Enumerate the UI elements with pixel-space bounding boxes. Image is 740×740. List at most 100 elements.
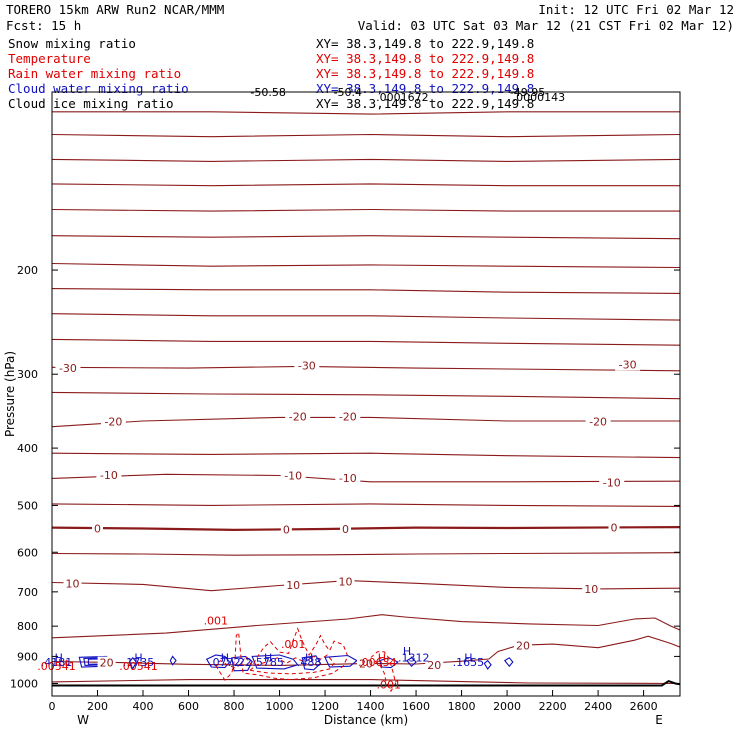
x-tick-label: 2600: [630, 700, 658, 713]
value-label: .4181: [41, 656, 73, 669]
fcst-line: Fcst: 15 h: [6, 18, 81, 33]
isotherm-label-bg: [55, 362, 81, 375]
isotherm-label: 0: [283, 523, 290, 536]
rain-contour: [369, 651, 397, 693]
cloud-water-contour: [503, 657, 514, 668]
legend-label: Snow mixing ratio: [8, 36, 136, 51]
isotherm-line: [52, 133, 680, 138]
value-label: .001: [377, 679, 402, 692]
plot-marks: [52, 111, 680, 693]
contour-labels: -30 -30 -30 -20 -20 -20 -20 -10 -10 -10 -10 0 0 0 0 10 1…: [37, 86, 641, 692]
value-label: .00634: [358, 656, 397, 669]
isotherm-label-bg: [336, 575, 355, 588]
isotherm-label: 10: [286, 579, 300, 592]
value-label: .488: [297, 656, 322, 669]
isotherm-label: -20: [104, 416, 122, 429]
legend-label: Cloud water mixing ratio: [8, 81, 189, 96]
y-tick-label: 900: [17, 650, 38, 663]
legend-xy: XY= 38.3,149.8 to 222.9,149.8: [316, 36, 534, 51]
isotherm-line: [52, 503, 680, 507]
isotherm-line: [52, 288, 680, 294]
isotherm-line: [52, 416, 680, 428]
isotherm-label: -10: [339, 472, 357, 485]
isotherm-label-bg: [294, 359, 320, 372]
extremum-marker: H: [55, 651, 63, 664]
cloud-water-contour: [483, 659, 492, 670]
isotherm-label-bg: [585, 415, 611, 428]
isotherm-line: [52, 452, 680, 459]
isotherm-label-bg: [615, 358, 641, 371]
isotherm-line: [52, 614, 680, 639]
legend-xy: XY= 38.3,149.8 to 222.9,149.8: [316, 66, 534, 81]
value-label: .5785: [252, 656, 284, 669]
legend-label: Cloud ice mixing ratio: [8, 96, 174, 111]
isotherm-line: [52, 313, 680, 321]
isotherm-label-bg: [582, 582, 601, 595]
value-label: .1655: [453, 656, 485, 669]
x-tick-label: 0: [49, 700, 56, 713]
isotherm-label-bg: [357, 657, 375, 670]
value-label: .1735: [123, 656, 155, 669]
plot-frame: [51, 91, 681, 697]
isotherm-line: [52, 111, 680, 115]
isotherm-label: -30: [619, 359, 637, 372]
y-tick-label: 400: [17, 442, 38, 455]
isotherm-line: [416, 635, 680, 665]
isotherm-label: 10: [584, 583, 598, 596]
isotherm-label-bg: [340, 522, 352, 535]
isotherm-label: 10: [65, 578, 79, 591]
x-tick-label: 800: [224, 700, 245, 713]
isotherm-label: -20: [589, 416, 607, 429]
cloud-water-contour: [169, 655, 177, 666]
isotherm-label-bg: [63, 577, 82, 590]
model-line: TORERO 15km ARW Run2 NCAR/MMM: [6, 2, 224, 17]
extremum-marker: H: [305, 651, 313, 664]
isotherm-line: [52, 338, 680, 346]
extremum-marker: H: [378, 651, 386, 664]
axes: 0 200 400 600 800 1000 1200 1400 1600 1800 2000 220…: [10, 264, 680, 727]
x-tick-label: 600: [178, 700, 199, 713]
x-tick-label: 400: [133, 700, 154, 713]
cloud-water-contour: [231, 655, 253, 672]
isotherm-label: 20: [516, 639, 530, 652]
value-label: .00541: [37, 660, 76, 673]
legend-label: Temperature: [8, 51, 91, 66]
isotherm-label-bg: [285, 410, 311, 423]
legend-label: Rain water mixing ratio: [8, 66, 181, 81]
isotherm-label-bg: [92, 522, 104, 535]
rain-contour: [57, 659, 72, 666]
y-tick-label: 1000: [10, 677, 38, 690]
isotherm-label: -20: [339, 411, 357, 424]
cloud-water-contour: [324, 654, 358, 668]
extremum-marker: H: [464, 651, 472, 664]
isotherm-label-bg: [280, 523, 292, 536]
isotherm-label: 20: [100, 657, 114, 670]
valid-line: Valid: 03 UTC Sat 03 Mar 12 (21 CST Fri …: [358, 18, 734, 33]
extremum-marker: H: [403, 645, 411, 658]
y-tick-label: 300: [17, 368, 38, 381]
top-value-label: .0000143: [513, 91, 566, 104]
isotherm-label: -10: [603, 476, 621, 489]
isotherm-label-bg: [280, 469, 306, 482]
rain-contour: [215, 627, 349, 681]
x-tick-label: 200: [87, 700, 108, 713]
isotherm-label: 10: [339, 575, 353, 588]
isotherm-line: [52, 552, 680, 556]
isotherm-line: [52, 473, 680, 483]
x-axis-label: Distance (km): [324, 713, 408, 727]
x-tick-label: 1600: [402, 700, 430, 713]
y-tick-label: 500: [17, 499, 38, 512]
isotherm-label: 0: [342, 523, 349, 536]
value-label: .22: [234, 656, 252, 669]
x-tick-label: 2400: [584, 700, 612, 713]
isotherm-label: 0: [94, 522, 101, 535]
isotherm-line: [52, 183, 680, 187]
isotherm-line: [52, 262, 680, 269]
y-tick-label: 600: [17, 546, 38, 559]
value-label: .001: [281, 638, 306, 651]
isotherm-line: [52, 679, 680, 685]
rain-contour: [248, 654, 335, 675]
isotherm-line: [52, 365, 680, 372]
isotherm-label-bg: [284, 578, 303, 591]
x-tick-label: 1200: [311, 700, 339, 713]
